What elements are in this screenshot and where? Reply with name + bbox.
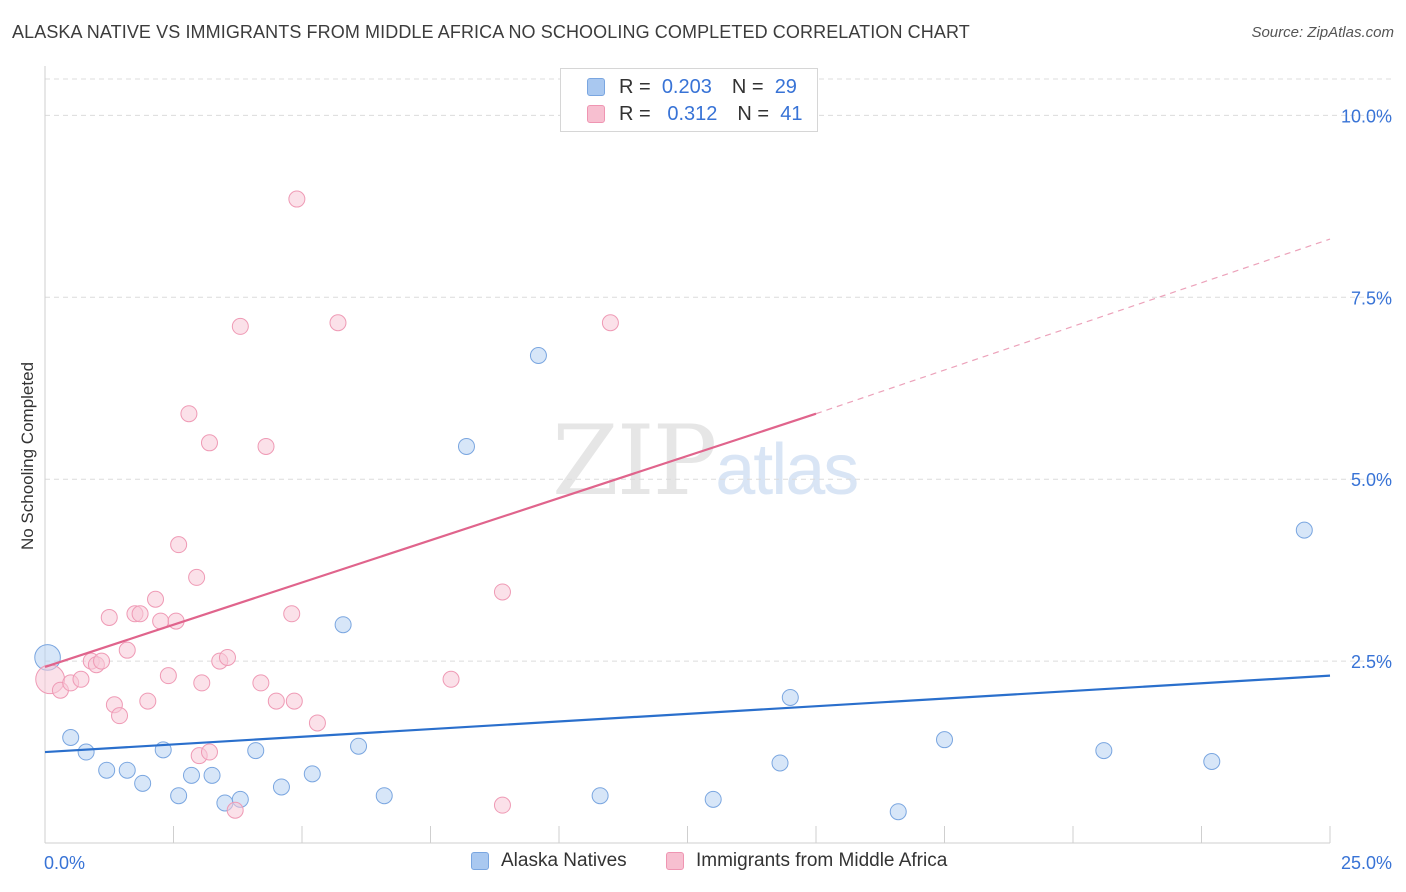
point-middle-africa (111, 707, 129, 725)
legend-swatch-alaska (471, 852, 489, 870)
point-alaska-natives (334, 616, 352, 634)
trend-line-extension (815, 238, 1331, 415)
point-alaska-natives (62, 728, 80, 746)
point-middle-africa (601, 314, 619, 332)
point-alaska-natives (375, 787, 393, 805)
point-alaska-natives (170, 787, 188, 805)
data-points (34, 190, 1313, 821)
point-middle-africa (139, 692, 157, 710)
point-middle-africa (288, 190, 306, 208)
point-alaska-natives (889, 803, 907, 821)
trend-line-middle-africa (44, 412, 817, 668)
y-tick-label: 10.0% (1341, 106, 1392, 126)
legend-item-middle-africa[interactable]: Immigrants from Middle Africa (666, 850, 947, 872)
point-alaska-natives (118, 761, 136, 779)
point-middle-africa (193, 674, 211, 692)
point-middle-africa (118, 641, 136, 659)
point-alaska-natives (272, 778, 290, 796)
point-middle-africa (93, 652, 111, 670)
point-middle-africa (218, 648, 236, 666)
stats-legend: R = 0.203 N = 29 R = 0.312 N = 41 (560, 68, 818, 132)
legend-row-alaska: R = 0.203 N = 29 (587, 75, 797, 99)
source-label: Source: ZipAtlas.com (1251, 24, 1394, 41)
point-alaska-natives (77, 743, 95, 761)
legend-r-value: 0.312 (667, 102, 718, 125)
legend-r-value: 0.203 (661, 75, 712, 98)
point-alaska-natives (350, 737, 368, 755)
legend-label-africa: Immigrants from Middle Africa (696, 850, 948, 871)
grid-lines (45, 78, 1395, 662)
legend-item-alaska-natives[interactable]: Alaska Natives (471, 850, 627, 872)
legend-row-africa: R = 0.312 N = 41 (587, 102, 802, 126)
legend-swatch-alaska (587, 78, 605, 96)
legend-swatch-africa (666, 852, 684, 870)
point-middle-africa (131, 605, 149, 623)
point-alaska-natives (781, 688, 799, 706)
point-middle-africa (100, 608, 118, 626)
legend-r-label: R = (619, 102, 651, 125)
legend-n-label: N = (731, 75, 764, 98)
point-alaska-natives (936, 731, 953, 749)
y-tick-label: 7.5% (1351, 288, 1392, 308)
legend-swatch-africa (587, 105, 605, 123)
point-middle-africa (200, 743, 218, 761)
tick-labels: 2.5% 5.0% 7.5% 10.0% 0.0% 25.0% (44, 106, 1392, 873)
point-middle-africa (147, 590, 165, 608)
x-tick-label-min: 0.0% (44, 853, 85, 873)
point-middle-africa (329, 314, 347, 332)
point-middle-africa (180, 405, 198, 423)
point-middle-africa (200, 434, 218, 452)
y-axis-label: No Schooling Completed (18, 361, 37, 551)
point-middle-africa (226, 801, 244, 819)
point-middle-africa (188, 568, 206, 586)
point-middle-africa (159, 667, 177, 685)
x-tick-label-max: 25.0% (1341, 853, 1392, 873)
point-middle-africa (442, 670, 460, 688)
point-middle-africa (252, 674, 270, 692)
point-alaska-natives (457, 437, 475, 455)
point-alaska-natives (203, 766, 221, 784)
point-middle-africa (170, 536, 188, 554)
series-legend: Alaska Natives Immigrants from Middle Af… (0, 850, 1406, 878)
point-alaska-natives (591, 787, 609, 805)
point-middle-africa (285, 692, 303, 710)
point-alaska-natives (529, 346, 547, 364)
point-middle-africa (493, 583, 511, 601)
y-tick-label: 5.0% (1351, 470, 1392, 490)
legend-r-label: R = (619, 75, 651, 98)
point-alaska-natives (1203, 753, 1221, 771)
point-alaska-natives (98, 761, 116, 779)
point-middle-africa (72, 670, 90, 688)
point-alaska-natives (247, 742, 265, 760)
point-alaska-natives (704, 790, 722, 808)
point-middle-africa (283, 605, 301, 623)
legend-n-label: N = (737, 102, 770, 125)
point-alaska-natives (134, 774, 152, 792)
legend-n-value: 41 (780, 102, 803, 125)
axes (44, 66, 1331, 844)
trend-lines (44, 238, 1331, 754)
point-middle-africa (267, 692, 285, 710)
point-middle-africa (257, 437, 275, 455)
point-alaska-natives (1095, 742, 1113, 760)
trend-line-alaska-natives (44, 674, 1331, 754)
point-alaska-natives (182, 766, 200, 784)
point-middle-africa (308, 714, 326, 732)
point-alaska-natives (303, 765, 321, 783)
legend-label-alaska: Alaska Natives (501, 850, 627, 871)
y-tick-label: 2.5% (1351, 652, 1392, 672)
legend-n-value: 29 (774, 75, 797, 98)
point-middle-africa (231, 317, 249, 335)
point-alaska-natives (771, 754, 789, 772)
point-alaska-natives (1295, 521, 1313, 539)
chart-title: ALASKA NATIVE VS IMMIGRANTS FROM MIDDLE … (12, 22, 970, 42)
point-middle-africa (493, 796, 511, 814)
